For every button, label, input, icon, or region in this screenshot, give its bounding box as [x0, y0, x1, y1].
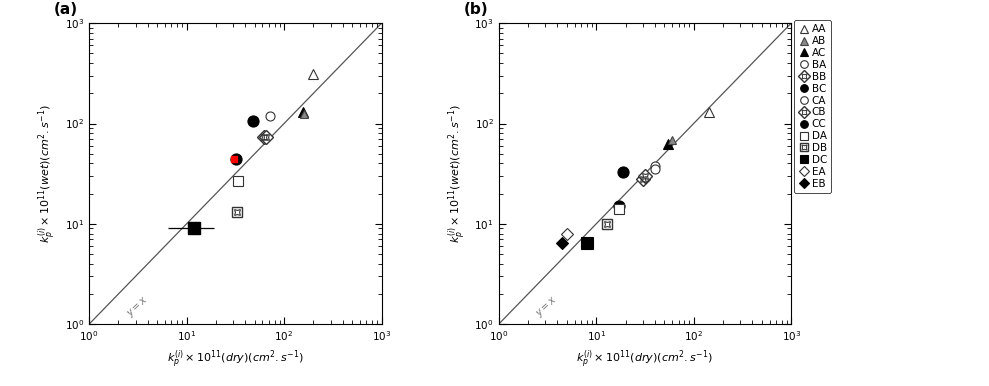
Text: (b): (b)	[464, 2, 489, 17]
Text: (a): (a)	[53, 2, 78, 17]
Text: $y = x$: $y = x$	[534, 294, 561, 320]
X-axis label: $k_p^{(i)} \times 10^{11}(dry)(cm^2{.}s^{-1})$: $k_p^{(i)} \times 10^{11}(dry)(cm^2{.}s^…	[577, 349, 713, 371]
Legend: AA, AB, AC, BA, BB, BC, CA, CB, CC, DA, DB, DC, EA, EB: AA, AB, AC, BA, BB, BC, CA, CB, CC, DA, …	[794, 20, 832, 193]
X-axis label: $k_p^{(i)} \times 10^{11}(dry)(cm^2{.}s^{-1})$: $k_p^{(i)} \times 10^{11}(dry)(cm^2{.}s^…	[167, 349, 304, 371]
Text: $y = x$: $y = x$	[125, 294, 151, 320]
Y-axis label: $k_p^{(i)} \times 10^{11}(wet)(cm^2{.}s^{-1})$: $k_p^{(i)} \times 10^{11}(wet)(cm^2{.}s^…	[37, 104, 59, 243]
Y-axis label: $k_p^{(i)} \times 10^{11}(wet)(cm^2{.}s^{-1})$: $k_p^{(i)} \times 10^{11}(wet)(cm^2{.}s^…	[447, 104, 469, 243]
